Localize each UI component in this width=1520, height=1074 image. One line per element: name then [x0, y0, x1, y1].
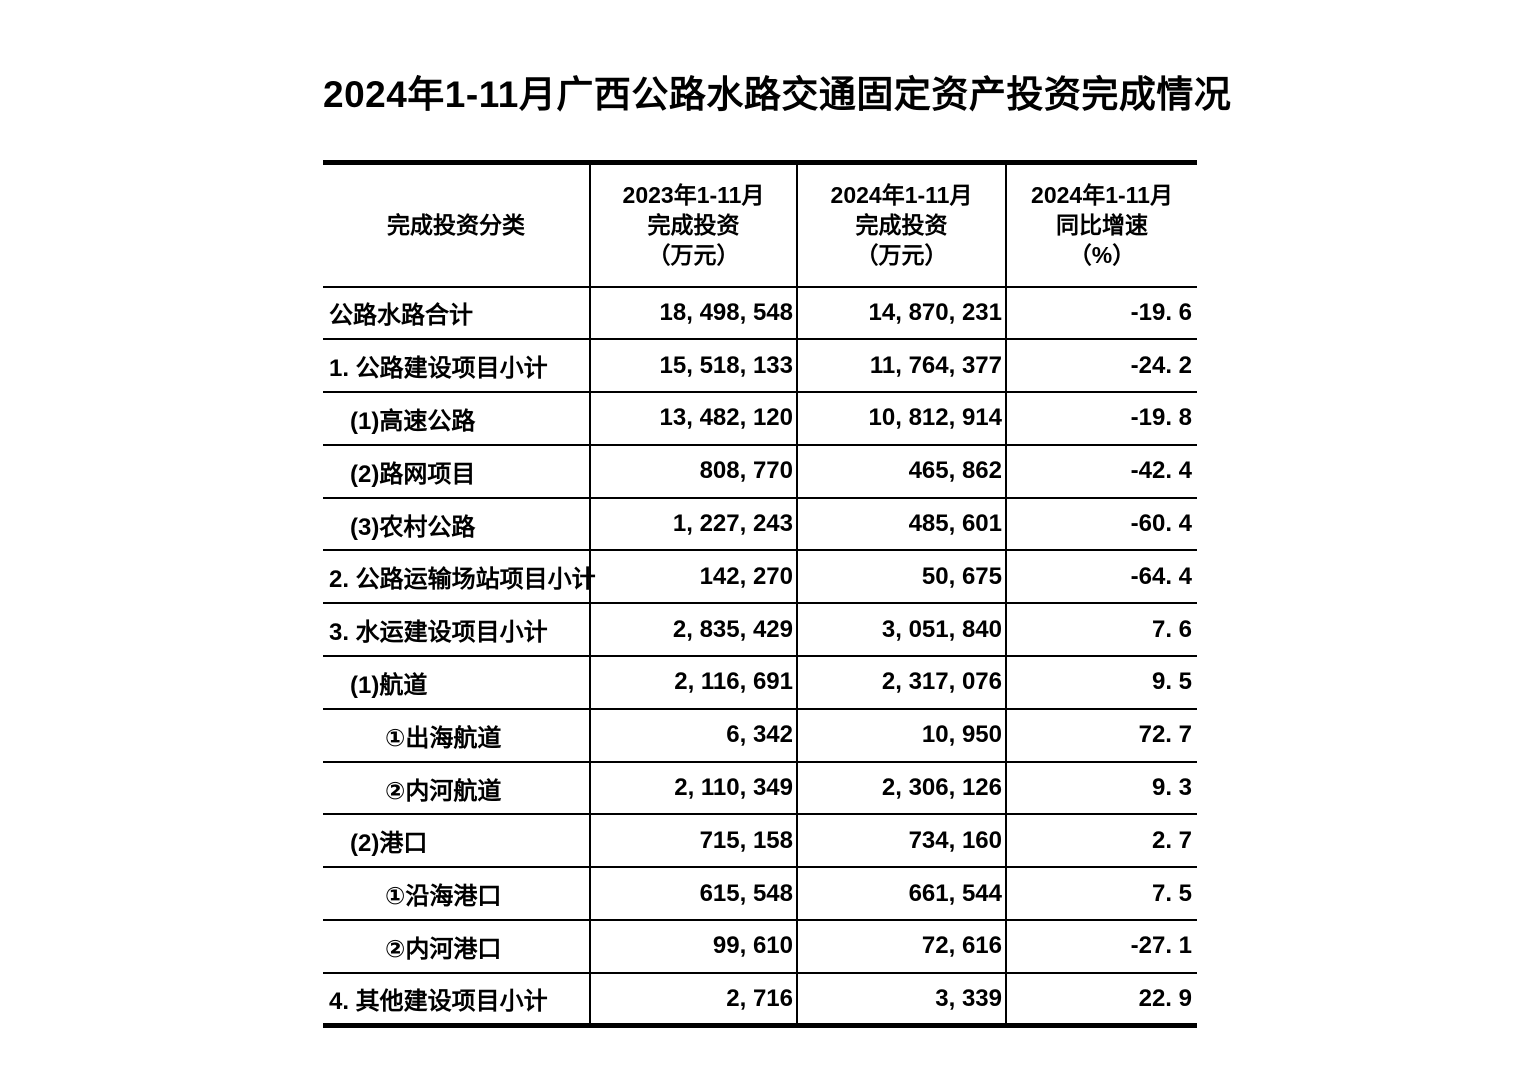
table-row: 公路水路合计 18, 498, 548 14, 870, 231 -19. 6	[323, 286, 1197, 340]
table-header: 完成投资分类 2023年1-11月 完成投资 （万元） 2024年1-11月 完…	[323, 162, 1197, 287]
header-invest-2023-line2: 完成投资	[647, 212, 740, 239]
category-cell: (1)航道	[350, 671, 428, 699]
invest-2024-cell: 50, 675	[796, 550, 1006, 604]
invest-2023-cell: 2, 116, 691	[589, 656, 797, 709]
table-row: ②内河港口 99, 610 72, 616 -27. 1	[323, 920, 1197, 973]
growth-cell: 7. 5	[1005, 867, 1197, 921]
invest-2024-cell: 2, 317, 076	[796, 656, 1006, 709]
invest-2023-cell: 18, 498, 548	[589, 286, 797, 340]
category-cell: 3. 水运建设项目小计	[329, 619, 548, 647]
header-category: 完成投资分类	[323, 163, 590, 287]
header-invest-2024-line3: （万元）	[855, 242, 948, 269]
growth-cell: -27. 1	[1005, 920, 1197, 973]
table-row: 3. 水运建设项目小计 2, 835, 429 3, 051, 840 7. 6	[323, 603, 1197, 657]
table-row: (1)航道 2, 116, 691 2, 317, 076 9. 5	[323, 656, 1197, 709]
header-growth-line3: （%）	[1068, 242, 1136, 269]
growth-cell: 9. 5	[1005, 656, 1197, 709]
category-cell: (1)高速公路	[350, 407, 476, 435]
invest-2023-cell: 615, 548	[589, 867, 797, 921]
category-cell: (2)路网项目	[350, 460, 476, 488]
invest-2023-cell: 99, 610	[589, 920, 797, 973]
invest-2023-cell: 808, 770	[589, 444, 797, 498]
invest-2024-cell: 661, 544	[796, 867, 1006, 921]
growth-cell: -64. 4	[1005, 550, 1197, 604]
growth-cell: 22. 9	[1005, 972, 1197, 1026]
invest-2023-cell: 1, 227, 243	[589, 497, 797, 551]
table-row: (3)农村公路 1, 227, 243 485, 601 -60. 4	[323, 497, 1197, 551]
header-row: 完成投资分类 2023年1-11月 完成投资 （万元） 2024年1-11月 完…	[323, 162, 1197, 287]
category-cell: ②内河航道	[385, 777, 502, 805]
invest-2024-cell: 465, 862	[796, 444, 1006, 498]
table-body: 公路水路合计 18, 498, 548 14, 870, 231 -19. 6 1. 公…	[323, 286, 1197, 1026]
invest-2024-cell: 10, 950	[796, 708, 1006, 762]
category-cell: 公路水路合计	[329, 302, 473, 330]
category-cell: ①出海航道	[385, 724, 502, 752]
investment-table: 完成投资分类 2023年1-11月 完成投资 （万元） 2024年1-11月 完…	[323, 160, 1197, 1029]
table-row: (2)路网项目 808, 770 465, 862 -42. 4	[323, 444, 1197, 498]
invest-2023-cell: 2, 716	[589, 972, 797, 1026]
category-cell: 1. 公路建设项目小计	[329, 355, 548, 383]
invest-2023-cell: 15, 518, 133	[589, 339, 797, 393]
invest-2024-cell: 72, 616	[796, 920, 1006, 973]
invest-2024-cell: 485, 601	[796, 497, 1006, 551]
growth-cell: 9. 3	[1005, 761, 1197, 815]
invest-2024-cell: 11, 764, 377	[796, 339, 1006, 393]
invest-2024-cell: 734, 160	[796, 814, 1006, 868]
invest-2024-cell: 2, 306, 126	[796, 761, 1006, 815]
header-category-label: 完成投资分类	[387, 212, 525, 239]
header-invest-2024-line2: 完成投资	[855, 212, 948, 239]
category-cell: 2. 公路运输场站项目小计	[329, 566, 596, 594]
growth-cell: 72. 7	[1005, 708, 1197, 762]
invest-2023-cell: 2, 110, 349	[589, 761, 797, 815]
invest-2024-cell: 3, 339	[796, 972, 1006, 1026]
invest-2023-cell: 6, 342	[589, 708, 797, 762]
category-cell: (2)港口	[350, 830, 428, 858]
invest-2023-cell: 2, 835, 429	[589, 603, 797, 657]
header-invest-2024: 2024年1-11月 完成投资 （万元）	[796, 162, 1006, 287]
table-row: 4. 其他建设项目小计 2, 716 3, 339 22. 9	[323, 972, 1197, 1026]
category-cell: (3)农村公路	[350, 513, 476, 541]
table-row: ①出海航道 6, 342 10, 950 72. 7	[323, 708, 1197, 762]
invest-2023-cell: 13, 482, 120	[589, 392, 797, 445]
header-growth-line2: 同比增速	[1056, 212, 1148, 239]
table-row: 2. 公路运输场站项目小计 142, 270 50, 675 -64. 4	[323, 550, 1197, 604]
growth-cell: -19. 6	[1005, 286, 1197, 340]
invest-2023-cell: 142, 270	[589, 550, 797, 604]
growth-cell: -42. 4	[1005, 444, 1197, 498]
invest-2024-cell: 14, 870, 231	[796, 286, 1006, 340]
category-cell: 4. 其他建设项目小计	[329, 988, 548, 1015]
header-invest-2023-line1: 2023年1-11月	[622, 182, 765, 209]
header-invest-2024-line1: 2024年1-11月	[830, 182, 973, 209]
growth-cell: -24. 2	[1005, 339, 1197, 393]
growth-cell: -19. 8	[1005, 392, 1197, 445]
table-row: (1)高速公路 13, 482, 120 10, 812, 914 -19. 8	[323, 392, 1197, 445]
header-invest-2023: 2023年1-11月 完成投资 （万元）	[589, 162, 797, 287]
growth-cell: -60. 4	[1005, 497, 1197, 551]
invest-2024-cell: 10, 812, 914	[796, 392, 1006, 445]
header-invest-2023-line3: （万元）	[647, 242, 740, 269]
header-growth-line1: 2024年1-11月	[1031, 182, 1173, 209]
header-growth: 2024年1-11月 同比增速 （%）	[1005, 162, 1197, 287]
table-row: ②内河航道 2, 110, 349 2, 306, 126 9. 3	[323, 761, 1197, 815]
table-row: (2)港口 715, 158 734, 160 2. 7	[323, 814, 1197, 868]
category-cell: ①沿海港口	[385, 883, 502, 911]
table-row: 1. 公路建设项目小计 15, 518, 133 11, 764, 377 -24. …	[323, 339, 1197, 393]
growth-cell: 2. 7	[1005, 814, 1197, 868]
page-title: 2024年1-11月广西公路水路交通固定资产投资完成情况	[323, 74, 1232, 115]
category-cell: ②内河港口	[385, 935, 502, 963]
growth-cell: 7. 6	[1005, 603, 1197, 657]
invest-2023-cell: 715, 158	[589, 814, 797, 868]
invest-2024-cell: 3, 051, 840	[796, 603, 1006, 657]
table-row: ①沿海港口 615, 548 661, 544 7. 5	[323, 867, 1197, 921]
